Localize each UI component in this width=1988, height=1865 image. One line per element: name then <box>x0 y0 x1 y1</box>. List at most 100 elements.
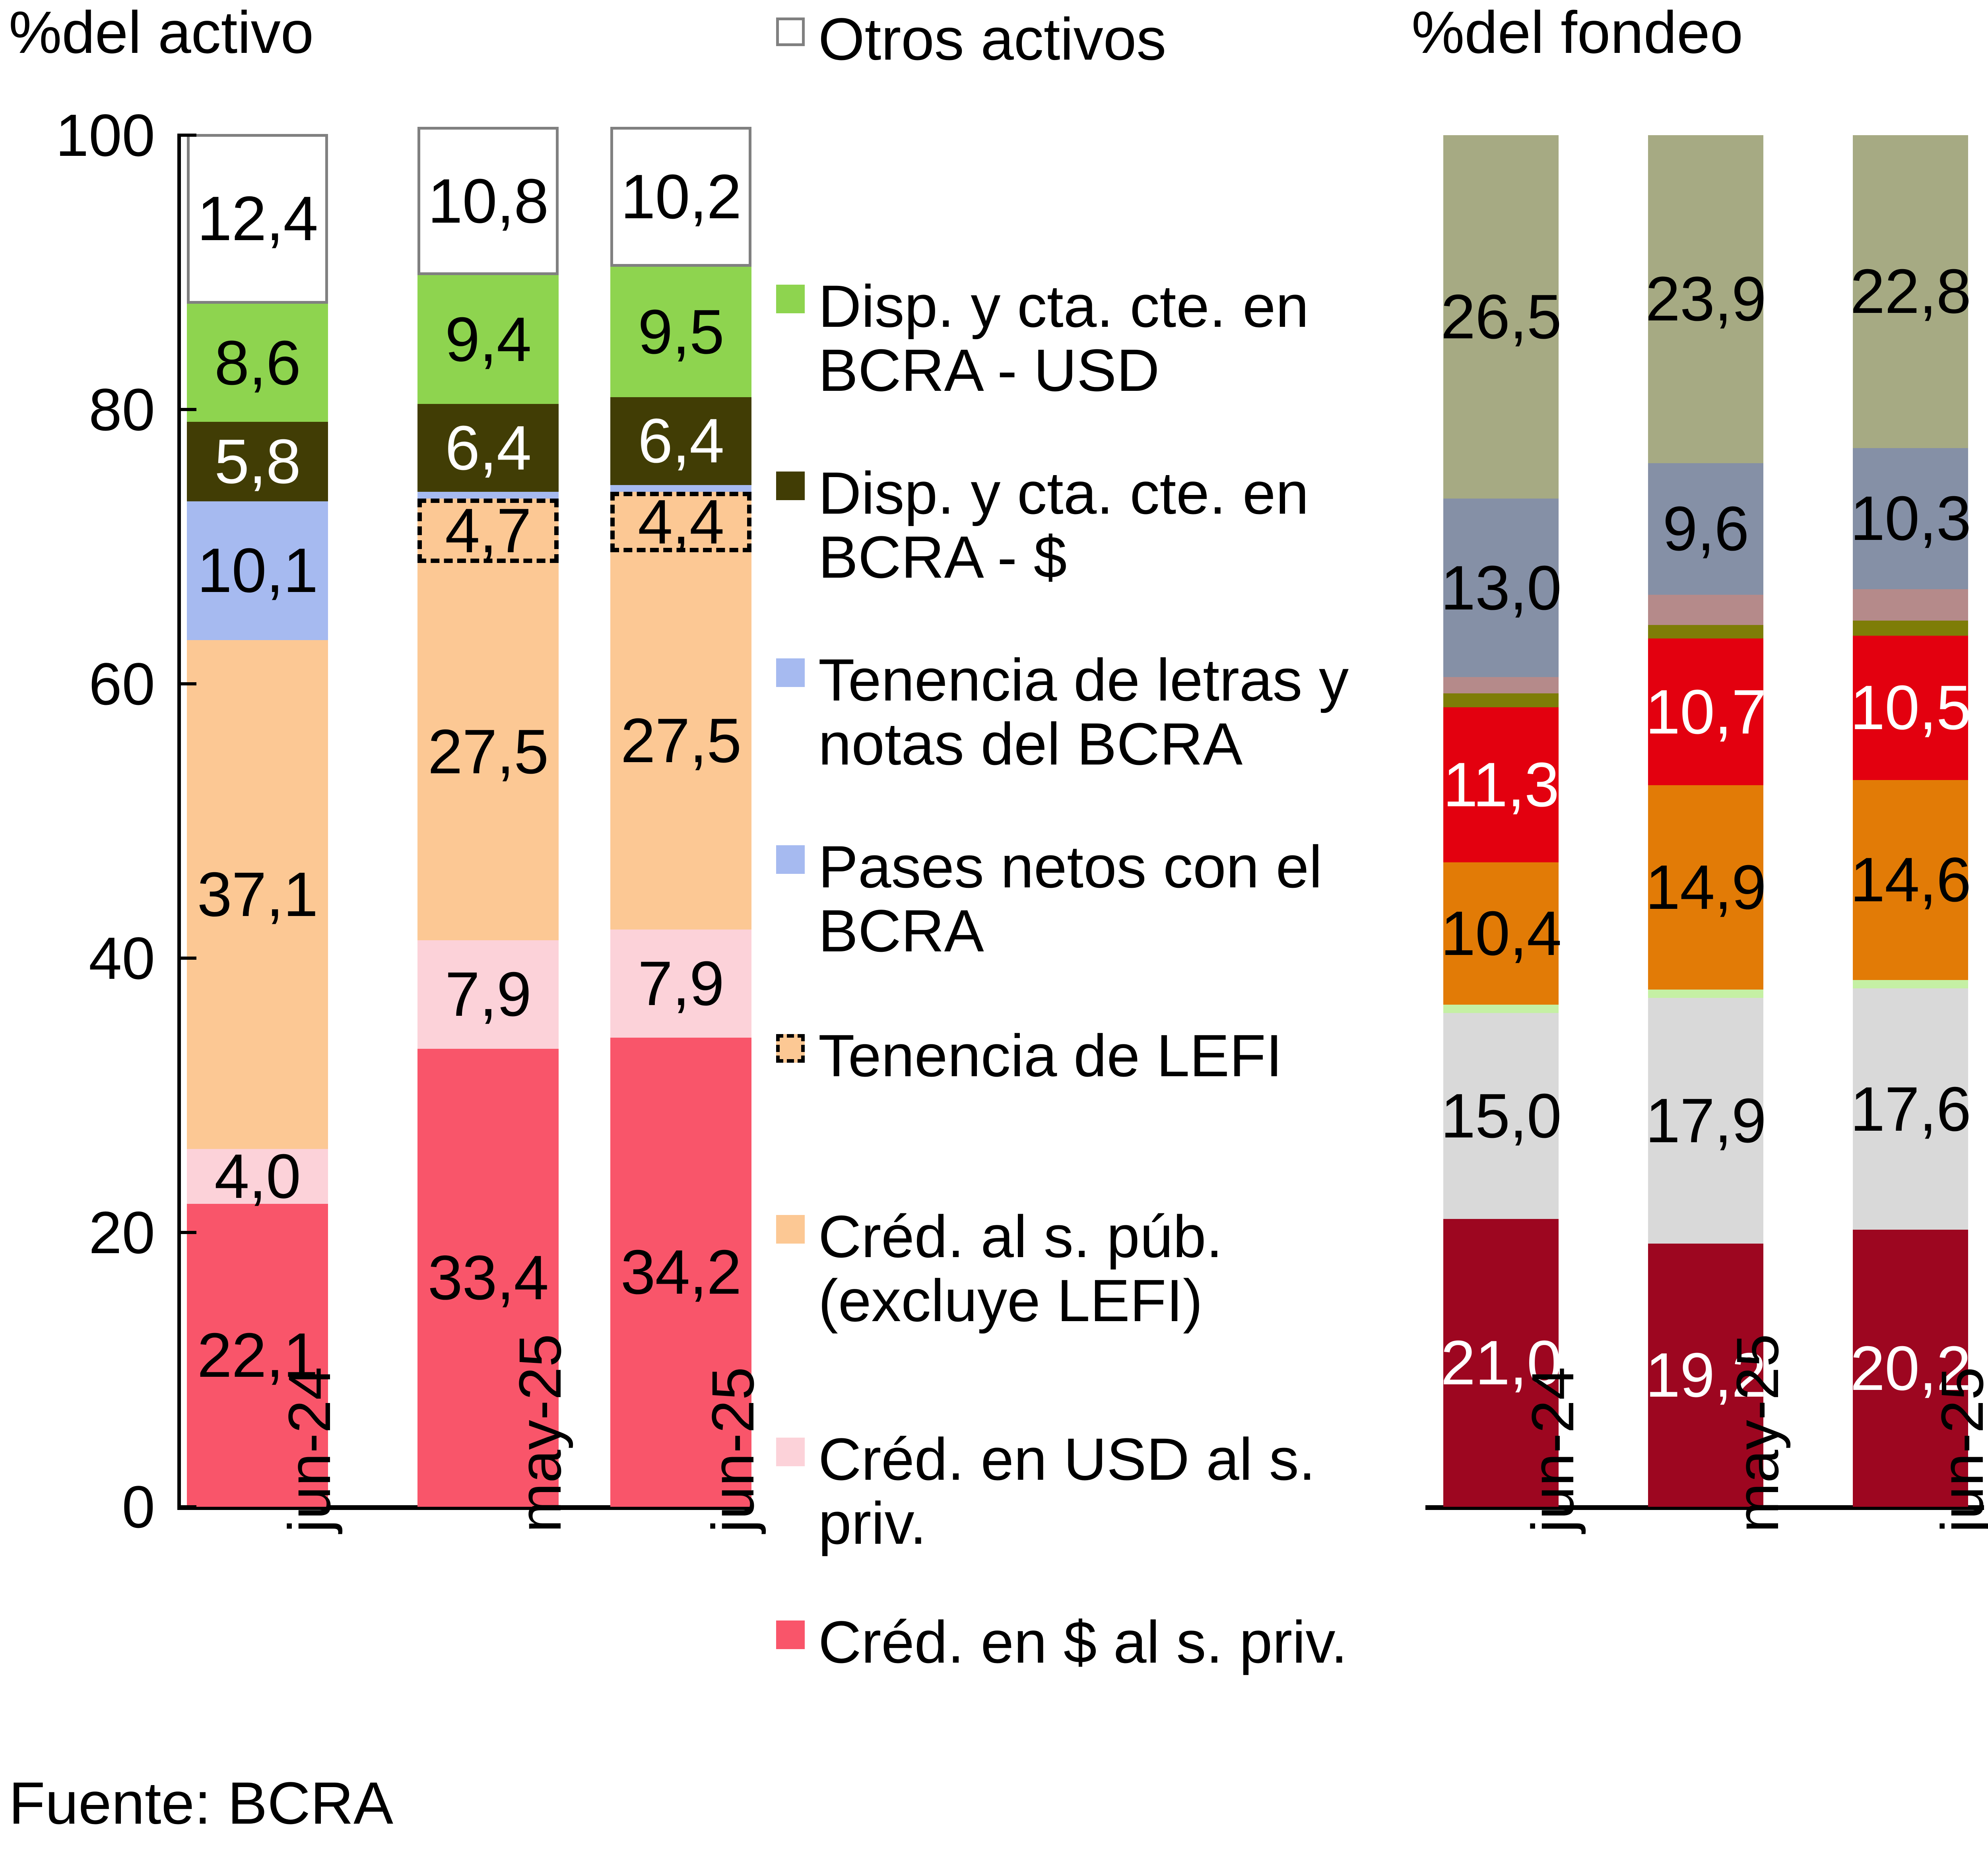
bar-segment-jun-24-0[interactable]: 21,0 <box>1441 1219 1562 1507</box>
right-axis-title: %del fondeo <box>1411 0 1743 66</box>
left-plot-area: 22,1 4,0 37,1 10,1 5,8 8,6 12,4 33,4 7,9 27,5 4,7 6… <box>181 127 753 1507</box>
bar-segment-may-25-1[interactable]: 17,9 <box>1645 998 1767 1244</box>
bar-segment-jun-25-1[interactable]: 7,9 <box>610 929 751 1038</box>
legend-swatch-icon <box>776 1620 805 1649</box>
bar-segment-jun-24-7[interactable]: 13,0 <box>1441 499 1562 677</box>
bar-segment-jun-25-4[interactable] <box>610 485 751 492</box>
bar-segment-may-25-6[interactable] <box>1648 594 1763 625</box>
bar-value-label: 21,0 <box>1441 1327 1562 1398</box>
bar-segment-may-25-0[interactable]: 33,4 <box>417 1048 559 1507</box>
bar-value-label: 6,4 <box>638 406 724 476</box>
bar-segment-may-25-8[interactable]: 23,9 <box>1645 135 1767 463</box>
x-category-label-jun-24: jun-24 <box>276 1367 343 1533</box>
legend-label: Otros activos <box>818 6 1167 72</box>
bar-segment-may-25-8[interactable]: 10,8 <box>417 127 559 275</box>
bar-segment-jun-25-2[interactable] <box>1853 980 1968 988</box>
bar-segment-jun-25-4[interactable]: 10,5 <box>1850 636 1971 780</box>
bar-value-label: 27,5 <box>620 706 742 776</box>
bar-segment-may-25-3[interactable]: 14,9 <box>1645 785 1767 990</box>
bar-segment-may-25-4[interactable]: 10,7 <box>1645 638 1767 786</box>
bar-jun-24[interactable]: 22,1 4,0 37,1 10,1 5,8 8,6 12,4 <box>187 134 328 1507</box>
bar-segment-jun-24-0[interactable]: 22,1 <box>187 1203 328 1507</box>
bar-value-label: 33,4 <box>427 1242 549 1313</box>
legend-swatch-icon <box>776 1215 805 1244</box>
right-chart-panel: %del fondeo 21,0 15,0 10,4 11,3 13,0 26,5 19,2… <box>1372 0 1988 1865</box>
bar-segment-jun-24-8[interactable]: 26,5 <box>1441 135 1562 499</box>
bar-segment-jun-25-0[interactable]: 34,2 <box>610 1038 751 1507</box>
legend-label: Créd. al s. púb. (excluye LEFI) <box>818 1203 1223 1334</box>
legend-item[interactable]: Disp. y cta. cte. en BCRA - $ <box>776 461 1373 589</box>
x-category-label-jun-25: jun-25 <box>1929 1367 1988 1533</box>
bar-segment-may-25-2[interactable]: 27,5 <box>417 563 559 941</box>
bar-value-label: 4,4 <box>638 487 724 557</box>
legend-item[interactable]: Tenencia de letras y notas del BCRA <box>776 648 1373 776</box>
bar-segment-may-25-4[interactable] <box>417 492 559 499</box>
bar-value-label: 23,9 <box>1645 264 1767 334</box>
bar-segment-jun-25-3[interactable]: 4,4 <box>610 487 751 557</box>
bar-value-label: 10,4 <box>1441 898 1562 968</box>
bar-segment-may-25-1[interactable]: 7,9 <box>417 940 559 1049</box>
y-tick-label: 80 <box>89 376 155 443</box>
bar-value-label: 12,4 <box>197 184 318 254</box>
bar-value-label: 4,7 <box>445 496 532 566</box>
bar-jun-25[interactable]: 20,2 17,6 14,6 10,5 10,3 22,8 <box>1850 135 1971 1507</box>
legend-item[interactable]: Créd. al s. púb. (excluye LEFI) <box>776 1205 1373 1332</box>
bar-segment-jun-25-2[interactable]: 27,5 <box>610 552 751 930</box>
legend-item[interactable]: Tenencia de LEFI <box>776 1024 1282 1088</box>
bar-segment-jun-25-6[interactable]: 6,4 <box>610 397 751 485</box>
legend-swatch-icon <box>776 17 805 46</box>
bar-value-label: 37,1 <box>197 859 318 930</box>
bar-segment-jun-25-7[interactable]: 10,3 <box>1850 448 1971 589</box>
bar-segment-may-25-0[interactable]: 19,2 <box>1645 1243 1767 1507</box>
bar-segment-jun-24-4[interactable]: 11,3 <box>1443 707 1559 862</box>
x-category-label-jun-24: jun-24 <box>1519 1367 1586 1533</box>
legend-item[interactable]: Pases netos con el BCRA <box>776 835 1373 963</box>
bar-may-25[interactable]: 33,4 7,9 27,5 4,7 6,4 9,4 10,8 <box>417 127 559 1507</box>
bar-segment-may-25-7[interactable]: 9,4 <box>417 275 559 404</box>
bar-segment-jun-24-2[interactable] <box>1443 1005 1559 1013</box>
bar-value-label: 20,2 <box>1850 1333 1971 1403</box>
bar-segment-jun-24-5[interactable] <box>1443 693 1559 707</box>
bar-segment-jun-25-1[interactable]: 17,6 <box>1850 988 1971 1230</box>
legend-item[interactable]: Créd. en $ al s. priv. <box>776 1610 1347 1674</box>
bar-segment-jun-24-6[interactable] <box>1443 677 1559 694</box>
x-category-label-jun-25: jun-25 <box>699 1367 766 1533</box>
bar-segment-may-25-3[interactable]: 4,7 <box>417 499 559 563</box>
bar-jun-24[interactable]: 21,0 15,0 10,4 11,3 13,0 26,5 <box>1441 135 1562 1507</box>
bar-value-label: 7,9 <box>445 959 532 1030</box>
bar-segment-jun-25-3[interactable]: 14,6 <box>1850 780 1971 980</box>
bar-segment-jun-25-5[interactable] <box>1853 621 1968 636</box>
bar-segment-jun-25-7[interactable]: 9,5 <box>610 267 751 397</box>
bar-segment-jun-25-0[interactable]: 20,2 <box>1850 1230 1971 1507</box>
bar-segment-jun-24-2[interactable]: 37,1 <box>187 640 328 1149</box>
bar-value-label: 4,0 <box>214 1141 301 1211</box>
legend-swatch-icon <box>776 1438 805 1466</box>
bar-value-label: 10,1 <box>197 536 318 606</box>
bar-may-25[interactable]: 19,2 17,9 14,9 10,7 9,6 23,9 <box>1645 135 1767 1507</box>
bar-segment-may-25-7[interactable]: 9,6 <box>1648 463 1763 595</box>
bar-segment-jun-24-7[interactable]: 8,6 <box>187 304 328 422</box>
legend-item[interactable]: Disp. y cta. cte. en BCRA - USD <box>776 274 1373 402</box>
bar-segment-jun-24-6[interactable]: 5,8 <box>187 422 328 502</box>
bar-value-label: 17,6 <box>1850 1074 1971 1144</box>
legend-item[interactable]: Otros activos <box>776 7 1166 71</box>
bar-segment-jun-25-6[interactable] <box>1853 589 1968 621</box>
y-tick-label: 20 <box>89 1199 155 1266</box>
bar-segment-may-25-2[interactable] <box>1648 990 1763 998</box>
bar-segment-jun-24-1[interactable]: 15,0 <box>1441 1013 1562 1219</box>
bar-segment-jun-25-8[interactable]: 10,2 <box>610 127 751 267</box>
legend-swatch-icon <box>776 472 805 500</box>
bar-segment-jun-25-8[interactable]: 22,8 <box>1850 135 1971 448</box>
bar-jun-25[interactable]: 34,2 7,9 27,5 4,4 6,4 9,5 10,2 <box>610 127 751 1507</box>
bar-segment-jun-24-5[interactable]: 10,1 <box>187 501 328 640</box>
legend-label: Disp. y cta. cte. en BCRA - USD <box>818 273 1309 404</box>
y-tick-label: 100 <box>55 102 155 169</box>
bar-segment-jun-24-1[interactable]: 4,0 <box>187 1145 328 1208</box>
bar-segment-jun-24-8[interactable]: 12,4 <box>187 134 328 304</box>
left-y-axis-line <box>177 135 181 1508</box>
x-category-label-may-25: may-25 <box>506 1333 573 1533</box>
bar-segment-may-25-6[interactable]: 6,4 <box>417 404 559 492</box>
legend-item[interactable]: Créd. en USD al s. priv. <box>776 1427 1373 1555</box>
bar-segment-jun-24-3[interactable]: 10,4 <box>1441 862 1562 1005</box>
bar-segment-may-25-5[interactable] <box>1648 625 1763 639</box>
